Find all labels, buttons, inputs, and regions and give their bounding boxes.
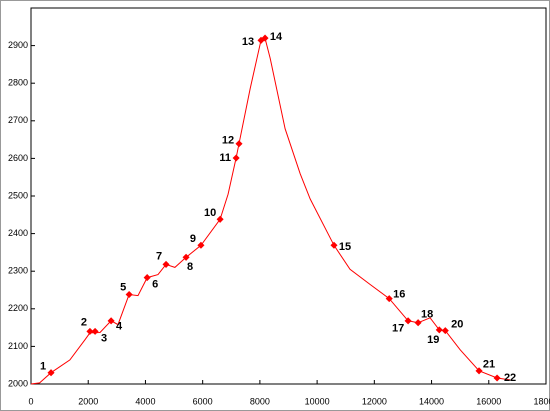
point-label: 2 [81,316,87,328]
x-tick-label: 6000 [193,396,213,406]
point-marker [493,374,501,382]
y-tick-label: 2600 [8,153,28,163]
point-marker [232,154,240,162]
point-marker [330,241,338,249]
y-tick-label: 2300 [8,266,28,276]
point-label: 17 [392,323,404,335]
x-tick-label: 2000 [78,396,98,406]
plot-area [30,7,547,385]
point-label: 18 [421,309,433,321]
point-marker [261,34,269,42]
point-label: 5 [120,281,126,293]
point-label: 15 [339,241,351,253]
point-label: 6 [152,278,158,290]
point-marker [216,215,224,223]
x-tick-label: 0 [28,396,33,406]
point-marker [107,317,115,325]
x-tick-label: 12000 [362,396,387,406]
y-tick-label: 2200 [8,303,28,313]
y-tick-label: 2400 [8,228,28,238]
point-label: 10 [204,207,216,219]
point-marker [385,295,393,303]
point-label: 7 [156,250,162,262]
point-label: 16 [393,289,405,301]
x-tick-label: 10000 [305,396,330,406]
point-label: 20 [451,319,463,331]
y-tick-label: 2900 [8,40,28,50]
point-label: 19 [427,334,439,346]
point-marker [143,274,151,282]
point-marker [162,260,170,268]
point-marker [441,327,449,335]
y-tick-label: 2500 [8,190,28,200]
y-tick-label: 2000 [8,378,28,388]
x-tick-label: 14000 [419,396,444,406]
y-tick-label: 2800 [8,78,28,88]
point-marker [47,369,55,377]
point-label: 4 [116,321,123,333]
point-marker [86,327,94,335]
point-marker [435,326,443,334]
y-tick-label: 2700 [8,115,28,125]
point-label: 13 [242,36,254,48]
point-marker [475,367,483,375]
point-marker [404,317,412,325]
point-label: 21 [483,359,495,371]
point-marker [235,140,243,148]
point-marker [125,290,133,299]
point-label: 11 [219,152,231,164]
x-tick-label: 16000 [476,396,501,406]
point-label: 9 [190,233,196,245]
point-label: 12 [222,135,234,147]
point-label: 14 [270,31,283,43]
point-marker [197,241,205,249]
point-label: 1 [40,361,46,373]
y-tick-label: 2100 [8,341,28,351]
x-tick-label: 18000 [533,396,550,406]
point-label: 3 [101,332,107,344]
point-marker [91,327,99,335]
point-marker [414,319,422,327]
x-tick-label: 8000 [250,396,270,406]
point-label: 22 [504,372,516,384]
x-tick-label: 4000 [135,396,155,406]
point-marker [182,253,190,261]
point-label: 8 [187,261,193,273]
